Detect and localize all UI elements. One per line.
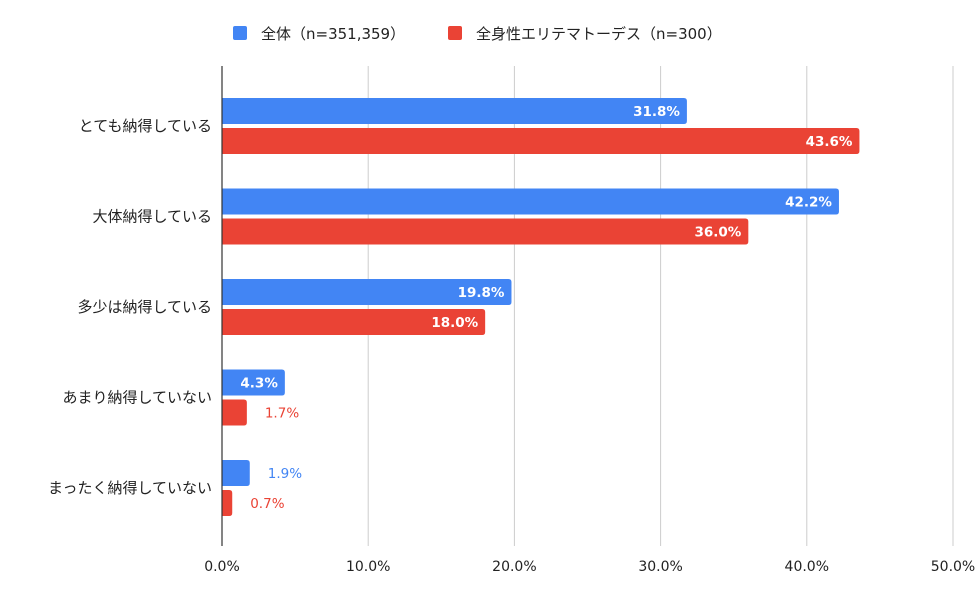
- bar: [222, 490, 233, 516]
- bar: [222, 98, 687, 124]
- data-label: 0.7%: [250, 496, 284, 512]
- bar: [222, 460, 250, 486]
- legend-swatch: [233, 26, 247, 40]
- category-label: あまり納得していない: [62, 389, 212, 407]
- data-label: 43.6%: [806, 134, 853, 150]
- data-label: 4.3%: [240, 376, 278, 392]
- bar: [222, 309, 486, 335]
- legend: 全体（n=351,359） 全身性エリテマトーデス（n=300）: [233, 25, 722, 43]
- category-label: とても納得している: [79, 117, 212, 135]
- category-label: 多少は納得している: [77, 298, 212, 316]
- data-label: 19.8%: [458, 285, 505, 301]
- data-label: 31.8%: [633, 104, 680, 120]
- bar: [222, 279, 512, 305]
- legend-label: 全体（n=351,359）: [261, 25, 405, 43]
- x-tick-label: 20.0%: [492, 559, 536, 575]
- bar: [222, 369, 285, 396]
- data-label: 1.9%: [268, 466, 302, 482]
- category-label: 大体納得している: [92, 208, 212, 226]
- data-label: 42.2%: [785, 195, 832, 211]
- legend-swatch: [448, 26, 462, 40]
- data-label: 1.7%: [265, 406, 299, 422]
- bar: [222, 188, 839, 215]
- x-tick-label: 0.0%: [204, 559, 240, 575]
- x-tick-labels: 0.0% 10.0% 20.0% 30.0% 40.0% 50.0%: [204, 559, 975, 575]
- x-tick-label: 50.0%: [931, 559, 975, 575]
- x-tick-label: 10.0%: [346, 559, 390, 575]
- data-label: 36.0%: [694, 225, 741, 241]
- x-tick-label: 40.0%: [785, 559, 829, 575]
- bar: [222, 399, 247, 426]
- x-tick-label: 30.0%: [638, 559, 682, 575]
- bar: [222, 218, 749, 245]
- category-labels: とても納得している大体納得している多少は納得しているあまり納得していないまったく…: [48, 117, 212, 497]
- legend-label: 全身性エリテマトーデス（n=300）: [476, 25, 722, 43]
- category-label: まったく納得していない: [48, 479, 212, 497]
- bars: [222, 98, 860, 516]
- data-label: 18.0%: [431, 315, 478, 331]
- bar: [222, 128, 860, 154]
- data-labels: 31.8% 43.6% 42.2% 36.0% 19.8% 18.0% 4.3% 1.7% 1.…: [240, 104, 852, 512]
